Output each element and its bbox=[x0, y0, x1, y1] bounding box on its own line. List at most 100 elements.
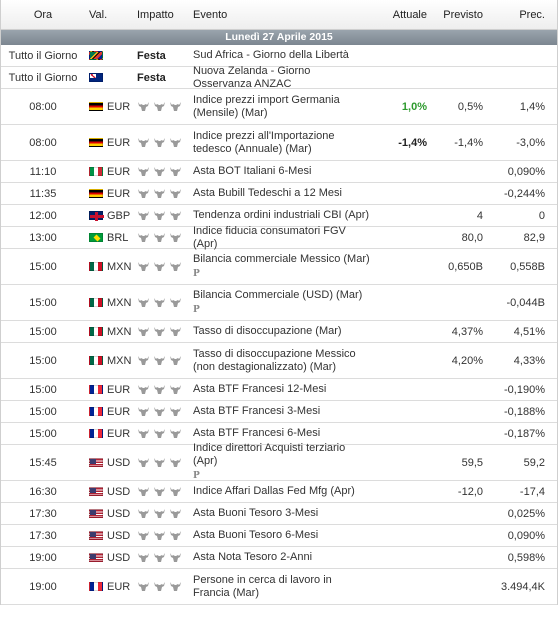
table-row[interactable]: 13:00 BRL Indice fiducia consumatori FGV (… bbox=[1, 225, 557, 251]
table-row[interactable]: Tutto il Giorno Festa Sud Africa - Giorno … bbox=[1, 45, 557, 67]
event-name[interactable]: Asta Buoni Tesoro 6-Mesi bbox=[189, 529, 375, 542]
event-label[interactable]: Tasso di disoccupazione (Mar) bbox=[193, 325, 342, 337]
event-name[interactable]: Asta BOT Italiani 6-Mesi bbox=[189, 165, 375, 178]
event-name[interactable]: Sud Africa - Giorno della Libertà bbox=[189, 49, 375, 62]
currency-cell: EUR bbox=[85, 428, 133, 440]
event-label[interactable]: Persone in cerca di lavoro in Francia (M… bbox=[193, 573, 332, 599]
table-row[interactable]: 15:00 MXN Tasso di disoccupazione Messico … bbox=[1, 343, 557, 379]
previous-value: 0 bbox=[538, 209, 545, 222]
event-label[interactable]: Tendenza ordini industriali CBI (Apr) bbox=[193, 209, 370, 221]
event-time: 16:30 bbox=[29, 485, 57, 498]
event-label[interactable]: Indice prezzi import Germania (Mensile) … bbox=[193, 93, 340, 119]
header-forecast[interactable]: Previsto bbox=[443, 8, 483, 21]
table-row[interactable]: 15:00 MXN Bilancia Commerciale (USD) (Mar)… bbox=[1, 285, 557, 321]
flag-mx-icon bbox=[89, 356, 103, 365]
header-currency[interactable]: Val. bbox=[89, 8, 108, 21]
event-name[interactable]: Indice Affari Dallas Fed Mfg (Apr) bbox=[189, 485, 375, 498]
table-row[interactable]: 15:00 EUR Asta BTF Francesi 6-Mesi -0,187% bbox=[1, 423, 557, 445]
event-name[interactable]: Indice prezzi all'Importazione tedesco (… bbox=[189, 130, 375, 156]
currency-code: GBP bbox=[107, 209, 131, 222]
impact-cell bbox=[133, 101, 189, 112]
table-row[interactable]: 11:10 EUR Asta BOT Italiani 6-Mesi 0,090% bbox=[1, 161, 557, 183]
currency-cell: EUR bbox=[85, 581, 133, 593]
header-impact[interactable]: Impatto bbox=[137, 8, 174, 21]
event-name[interactable]: Asta Bubill Tedeschi a 12 Mesi bbox=[189, 187, 375, 200]
currency-cell: EUR bbox=[85, 166, 133, 178]
event-label[interactable]: Indice fiducia consumatori FGV (Apr) bbox=[193, 224, 346, 250]
event-name[interactable]: Tasso di disoccupazione Messico (non des… bbox=[189, 348, 375, 374]
bull-icon bbox=[153, 428, 166, 439]
event-name[interactable]: Asta BTF Francesi 3-Mesi bbox=[189, 405, 375, 418]
currency-code: EUR bbox=[107, 187, 131, 200]
bull-icon bbox=[137, 384, 150, 395]
event-label[interactable]: Sud Africa - Giorno della Libertà bbox=[193, 49, 349, 61]
event-label[interactable]: Nuova Zelanda - Giorno Osservanza ANZAC bbox=[193, 64, 311, 90]
table-row[interactable]: 08:00 EUR Indice prezzi all'Importazione t… bbox=[1, 125, 557, 161]
bull-icon bbox=[153, 261, 166, 272]
event-name[interactable]: Tendenza ordini industriali CBI (Apr) bbox=[189, 209, 375, 222]
currency-cell: MXN bbox=[85, 261, 133, 273]
impact-cell bbox=[133, 166, 189, 177]
event-name[interactable]: Persone in cerca di lavoro in Francia (M… bbox=[189, 574, 375, 600]
bull-icon bbox=[153, 552, 166, 563]
table-row[interactable]: 15:00 EUR Asta BTF Francesi 3-Mesi -0,188% bbox=[1, 401, 557, 423]
event-name[interactable]: Bilancia Commerciale (USD) (Mar) P bbox=[189, 289, 375, 317]
actual-value: 1,0% bbox=[401, 100, 427, 113]
event-label[interactable]: Indice prezzi all'Importazione tedesco (… bbox=[193, 129, 335, 155]
event-name[interactable]: Indice fiducia consumatori FGV (Apr) bbox=[189, 225, 375, 251]
event-name[interactable]: Nuova Zelanda - Giorno Osservanza ANZAC bbox=[189, 65, 375, 91]
table-row[interactable]: 16:30 USD Indice Affari Dallas Fed Mfg (Ap… bbox=[1, 481, 557, 503]
table-row[interactable]: 17:30 USD Asta Buoni Tesoro 3-Mesi 0,025% bbox=[1, 503, 557, 525]
event-label[interactable]: Asta BOT Italiani 6-Mesi bbox=[193, 165, 312, 177]
event-label[interactable]: Asta Bubill Tedeschi a 12 Mesi bbox=[193, 187, 342, 199]
event-name[interactable]: Asta BTF Francesi 12-Mesi bbox=[189, 383, 375, 396]
table-row[interactable]: 15:00 MXN Tasso di disoccupazione (Mar) 4,3… bbox=[1, 321, 557, 343]
currency-code: USD bbox=[107, 485, 131, 498]
event-label[interactable]: Bilancia commerciale Messico (Mar) bbox=[193, 252, 370, 265]
table-row[interactable]: 15:00 EUR Asta BTF Francesi 12-Mesi -0,190% bbox=[1, 379, 557, 401]
table-row[interactable]: 12:00 GBP Tendenza ordini industriali CBI … bbox=[1, 205, 557, 227]
header-event[interactable]: Evento bbox=[193, 8, 228, 21]
table-row[interactable]: 17:30 USD Asta Buoni Tesoro 6-Mesi 0,090% bbox=[1, 525, 557, 547]
event-name[interactable]: Asta Buoni Tesoro 3-Mesi bbox=[189, 507, 375, 520]
bull-icon bbox=[169, 384, 182, 395]
currency-code: EUR bbox=[107, 383, 131, 396]
event-label[interactable]: Tasso di disoccupazione Messico (non des… bbox=[193, 347, 356, 373]
currency-cell: EUR bbox=[85, 384, 133, 396]
header-time[interactable]: Ora bbox=[33, 8, 53, 21]
event-label[interactable]: Asta Nota Tesoro 2-Anni bbox=[193, 551, 313, 563]
event-label[interactable]: Asta BTF Francesi 12-Mesi bbox=[193, 383, 327, 395]
event-name[interactable]: Indice prezzi import Germania (Mensile) … bbox=[189, 94, 375, 120]
currency-cell: BRL bbox=[85, 232, 133, 244]
table-row[interactable]: Tutto il Giorno Festa Nuova Zelanda - Gior… bbox=[1, 65, 557, 91]
event-label[interactable]: Asta BTF Francesi 6-Mesi bbox=[193, 427, 321, 439]
flag-us-icon bbox=[89, 531, 103, 540]
event-label[interactable]: Asta BTF Francesi 3-Mesi bbox=[193, 405, 321, 417]
event-label[interactable]: Bilancia Commerciale (USD) (Mar) bbox=[193, 288, 363, 301]
bull-icon bbox=[153, 581, 166, 592]
event-label[interactable]: Asta Buoni Tesoro 6-Mesi bbox=[193, 529, 319, 541]
flag-us-icon bbox=[89, 509, 103, 518]
table-row[interactable]: 15:00 MXN Bilancia commerciale Messico (Ma… bbox=[1, 249, 557, 285]
event-label[interactable]: Indice Affari Dallas Fed Mfg (Apr) bbox=[193, 485, 355, 497]
event-time: 13:00 bbox=[29, 231, 57, 244]
header-actual[interactable]: Attuale bbox=[392, 8, 427, 21]
event-label[interactable]: Indice direttori Acquisti terziario (Apr… bbox=[193, 442, 346, 467]
forecast-value: 59,5 bbox=[461, 456, 483, 469]
table-row[interactable]: 19:00 USD Asta Nota Tesoro 2-Anni 0,598% bbox=[1, 547, 557, 569]
table-row[interactable]: 19:00 EUR Persone in cerca di lavoro in Fr… bbox=[1, 569, 557, 605]
table-row[interactable]: 08:00 EUR Indice prezzi import Germania (M… bbox=[1, 89, 557, 125]
event-name[interactable]: Indice direttori Acquisti terziario (Apr… bbox=[189, 442, 375, 483]
currency-code: EUR bbox=[107, 405, 131, 418]
event-name[interactable]: Bilancia commerciale Messico (Mar) P bbox=[189, 253, 375, 281]
table-row[interactable]: 15:45 USD Indice direttori Acquisti terzia… bbox=[1, 442, 557, 483]
event-name[interactable]: Asta BTF Francesi 6-Mesi bbox=[189, 427, 375, 440]
table-row[interactable]: 11:35 EUR Asta Bubill Tedeschi a 12 Mesi -0… bbox=[1, 183, 557, 205]
bull-icon bbox=[169, 530, 182, 541]
event-label[interactable]: Asta Buoni Tesoro 3-Mesi bbox=[193, 507, 319, 519]
event-name[interactable]: Tasso di disoccupazione (Mar) bbox=[189, 325, 375, 338]
header-previous[interactable]: Prec. bbox=[519, 8, 545, 21]
event-name[interactable]: Asta Nota Tesoro 2-Anni bbox=[189, 551, 375, 564]
bull-icon bbox=[153, 457, 166, 468]
bull-icon bbox=[169, 326, 182, 337]
